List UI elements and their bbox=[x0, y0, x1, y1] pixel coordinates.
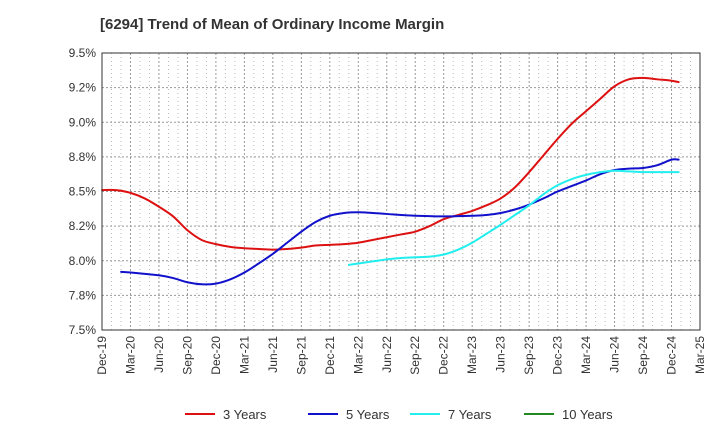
y-tick-label: 7.8% bbox=[69, 288, 97, 302]
x-tick-label: Jun-24 bbox=[608, 336, 622, 373]
axes: 7.5% 7.8% 8.0% 8.2% 8.5% 8.8% 9.0% 9.2% 9.5% Dec-… bbox=[69, 46, 707, 375]
y-tick-label: 7.5% bbox=[69, 323, 97, 337]
legend: 3 Years 5 Years 7 Years 10 Years bbox=[185, 407, 613, 422]
x-tick-label: Sep-23 bbox=[522, 336, 536, 375]
y-tick-label: 9.2% bbox=[69, 81, 97, 95]
series-lines bbox=[101, 76, 680, 286]
x-tick-label: Jun-23 bbox=[494, 336, 508, 373]
y-tick-label: 9.0% bbox=[69, 115, 97, 129]
y-tick-label: 8.0% bbox=[69, 254, 97, 268]
y-tick-label: 8.8% bbox=[69, 150, 97, 164]
x-tick-label: Mar-20 bbox=[123, 336, 137, 374]
x-tick-label: Dec-20 bbox=[209, 336, 223, 375]
x-tick-label: Jun-20 bbox=[152, 336, 166, 373]
legend-label-7-years: 7 Years bbox=[448, 407, 492, 422]
x-tick-label: Dec-19 bbox=[95, 336, 109, 375]
x-tick-label: Sep-20 bbox=[180, 336, 194, 375]
x-tick-label: Dec-24 bbox=[665, 336, 679, 375]
x-tick-label: Dec-23 bbox=[551, 336, 565, 375]
x-tick-label: Mar-22 bbox=[351, 336, 365, 374]
x-tick-label: Jun-22 bbox=[380, 336, 394, 373]
series-line-5-years bbox=[120, 158, 680, 286]
x-tick-label: Sep-22 bbox=[408, 336, 422, 375]
x-tick-label: Mar-25 bbox=[693, 336, 707, 374]
x-tick-label: Mar-23 bbox=[465, 336, 479, 374]
chart-title: [6294] Trend of Mean of Ordinary Income … bbox=[100, 16, 445, 33]
y-tick-label: 9.5% bbox=[69, 46, 97, 60]
x-tick-label: Mar-24 bbox=[579, 336, 593, 374]
x-tick-label: Jun-21 bbox=[266, 336, 280, 373]
legend-label-5-years: 5 Years bbox=[346, 407, 390, 422]
series-line-3-years bbox=[101, 76, 680, 251]
y-tick-label: 8.5% bbox=[69, 185, 97, 199]
legend-label-10-years: 10 Years bbox=[562, 407, 613, 422]
grid-lines bbox=[102, 53, 700, 330]
y-tick-label: 8.2% bbox=[69, 219, 97, 233]
series-line-7-years bbox=[347, 169, 680, 266]
x-tick-label: Dec-22 bbox=[437, 336, 451, 375]
x-tick-label: Dec-21 bbox=[323, 336, 337, 375]
x-tick-label: Sep-24 bbox=[636, 336, 650, 375]
legend-label-3-years: 3 Years bbox=[223, 407, 267, 422]
x-tick-label: Mar-21 bbox=[237, 336, 251, 374]
x-tick-label: Sep-21 bbox=[294, 336, 308, 375]
plot-frame bbox=[101, 52, 701, 331]
